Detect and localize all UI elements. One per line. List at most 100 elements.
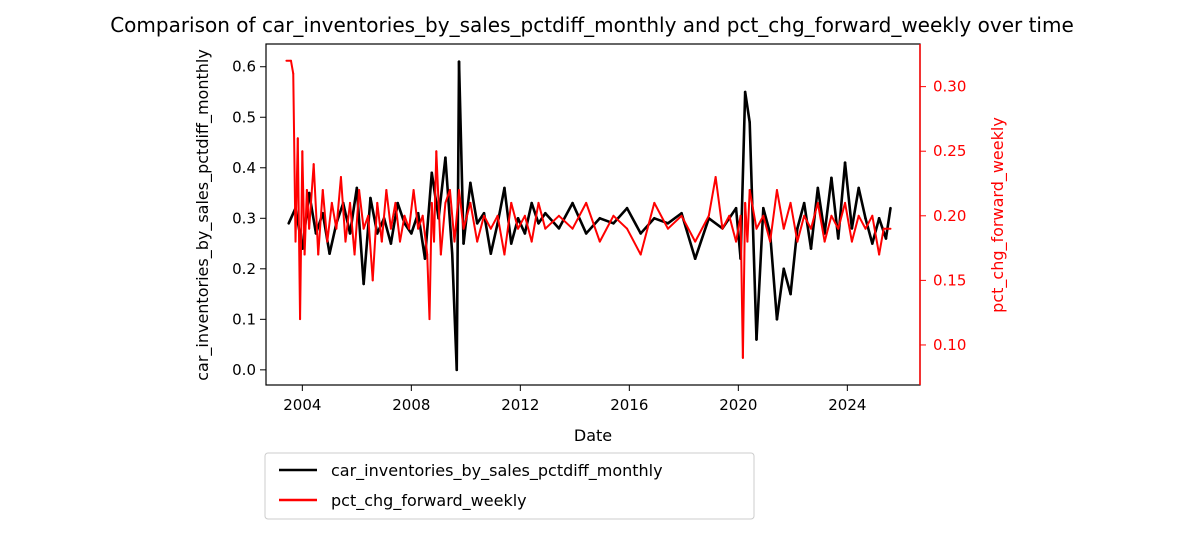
y-left-tick-label: 0.5	[232, 108, 256, 126]
series-1-segment	[362, 196, 372, 286]
series-2-segment	[489, 214, 499, 230]
x-axis: 2004 2008 2012 2016 2020 2024	[283, 385, 866, 414]
series-2-segment	[612, 214, 629, 230]
y-right-tick-label: 0.20	[933, 207, 966, 225]
series-1-segment	[530, 201, 540, 225]
series-1-segment	[544, 211, 561, 230]
series-1-segment	[877, 216, 888, 240]
series-2-segment	[571, 201, 588, 230]
series-1-segment	[382, 216, 393, 245]
y-right-tick-label: 0.25	[933, 142, 966, 160]
series-2-segment	[448, 188, 456, 243]
series-2-segment	[317, 188, 324, 256]
series-1-segment	[816, 186, 826, 235]
series-1-segment	[328, 222, 338, 255]
series-2-segment	[469, 201, 479, 243]
series-2-segment	[389, 201, 397, 230]
series-2-segment	[398, 214, 406, 243]
series-2-segment	[408, 188, 415, 230]
series-1-segment	[612, 206, 629, 225]
series-2-segment	[517, 214, 526, 230]
series-1-segment	[503, 186, 513, 245]
y-left-tick-label: 0.1	[232, 310, 256, 328]
legend-entry-2: pct_chg_forward_weekly	[331, 491, 527, 511]
series-2-segment	[810, 201, 819, 230]
y-right-tick-label: 0.10	[933, 336, 966, 354]
series-2-segment	[707, 176, 717, 217]
series-2-segment	[762, 214, 772, 243]
series-2-segment	[321, 188, 329, 243]
series-2-segment	[721, 214, 731, 230]
y-axis-left: 0.0 0.1 0.2 0.3 0.4 0.5 0.6	[232, 58, 266, 379]
series-1-segment	[584, 216, 602, 235]
y-left-tick-label: 0.2	[232, 260, 256, 278]
plot-area	[285, 59, 892, 372]
series-2-segment	[349, 201, 356, 256]
series-2-segment	[871, 214, 881, 256]
series-2-segment	[748, 188, 758, 230]
series-1-segment	[455, 60, 461, 372]
series-1-segment	[693, 216, 711, 261]
series-1-segment	[884, 206, 892, 240]
series-2-segment	[782, 201, 792, 230]
series-1-segment	[768, 232, 779, 321]
series-2-segment	[639, 201, 656, 256]
x-tick-label: 2004	[283, 396, 321, 414]
series-2-segment	[330, 201, 338, 230]
series-1-segment	[444, 156, 454, 255]
series-2-segment	[857, 214, 867, 230]
series-1-segment	[516, 216, 527, 235]
series-1-segment	[775, 267, 786, 321]
series-2-segment	[714, 176, 724, 230]
series-2-segment	[864, 214, 874, 230]
y-right-tick-label: 0.15	[933, 271, 966, 289]
series-2-segment	[680, 214, 697, 243]
series-2-segment	[453, 188, 461, 243]
series-2-segment	[483, 214, 492, 230]
x-axis-title: Date	[574, 426, 612, 445]
series-2-segment	[462, 201, 472, 230]
series-2-segment	[653, 201, 669, 230]
series-1-segment	[571, 201, 588, 235]
series-1-segment	[598, 216, 615, 225]
y-axis-right: 0.10 0.15 0.20 0.25 0.30	[919, 44, 966, 385]
y-left-tick-label: 0.3	[232, 209, 256, 227]
series-2-segment	[335, 176, 342, 230]
legend-box	[264, 452, 755, 520]
series-2-segment	[312, 163, 320, 256]
series-1-segment	[557, 201, 574, 230]
series-2-segment	[412, 188, 420, 230]
series-1-segment	[782, 267, 792, 296]
series-2-segment	[367, 214, 374, 282]
series-2-segment	[741, 201, 747, 359]
x-tick-label: 2020	[719, 396, 757, 414]
series-2-segment	[380, 188, 388, 243]
x-tick-label: 2016	[610, 396, 648, 414]
series-1-segment	[864, 216, 874, 245]
series-2-segment	[728, 214, 738, 243]
series-2-segment	[775, 188, 785, 230]
x-tick-label: 2008	[392, 396, 430, 414]
series-2-segment	[598, 214, 615, 243]
series-2-segment	[844, 201, 853, 243]
series-2-segment	[530, 201, 540, 243]
series-2-segment	[476, 214, 485, 243]
series-2-segment	[439, 201, 447, 256]
series-2-segment	[557, 214, 574, 230]
series-1-segment	[653, 216, 670, 225]
series-2-segment	[421, 214, 429, 256]
y-left-tick-label: 0.4	[232, 159, 256, 177]
series-1-segment	[475, 211, 486, 225]
series-2-segment	[394, 201, 401, 243]
series-2-segment	[417, 214, 424, 230]
series-2-segment	[385, 188, 392, 230]
series-2-segment	[666, 214, 683, 230]
series-1-segment	[416, 211, 427, 261]
y-left-tick-label: 0.0	[232, 361, 256, 379]
series-2	[285, 59, 892, 359]
series-2-segment	[503, 201, 513, 256]
series-2-segment	[510, 201, 520, 230]
series-2-segment	[769, 188, 778, 243]
series-1-segment	[457, 60, 465, 245]
